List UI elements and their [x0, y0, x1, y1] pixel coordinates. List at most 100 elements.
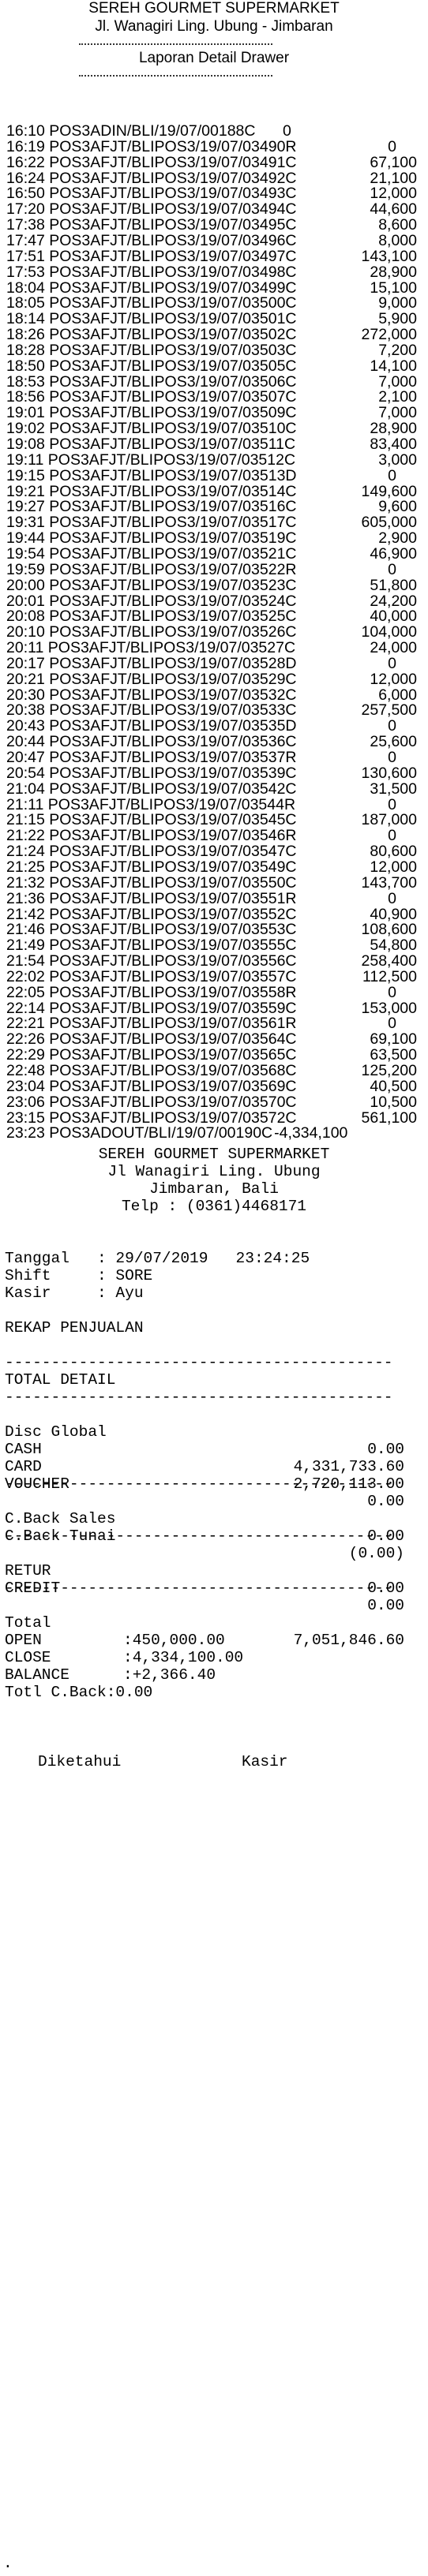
transaction-ref: 18:28 POS3AFJT/BLIPOS3/19/07/03503C — [6, 342, 297, 359]
transaction-code: POS3AFJT/BLIPOS3/19/07/03568C — [49, 1062, 297, 1079]
transaction-time: 19:01 — [6, 404, 45, 422]
date-line: Tanggal : 29/07/2019 23:24:25 — [5, 1250, 310, 1267]
separator: ----------------------------------------… — [5, 1389, 395, 1406]
transaction-row: 21:54 POS3AFJT/BLIPOS3/19/07/03556C 258,4… — [6, 952, 417, 970]
separator: ----------------------------------------… — [5, 1475, 395, 1493]
transaction-time: 19:27 — [6, 498, 45, 516]
transaction-time: 20:38 — [6, 701, 45, 720]
transaction-amount: 0 — [388, 889, 396, 907]
transaction-row: 22:26 POS3AFJT/BLIPOS3/19/07/03564C 69,10… — [6, 1030, 417, 1048]
transaction-ref: 18:05 POS3AFJT/BLIPOS3/19/07/03500C — [6, 294, 297, 312]
detail-row-disc-global: Disc Global 0.00 — [5, 1406, 404, 1458]
transaction-amount: 54,800 — [370, 937, 417, 955]
transaction-row: 19:54 POS3AFJT/BLIPOS3/19/07/03521C 46,90… — [6, 545, 417, 563]
transaction-ref: 20:43 POS3AFJT/BLIPOS3/19/07/03535D — [6, 717, 297, 735]
transaction-row: 20:17 POS3AFJT/BLIPOS3/19/07/03528D 0 — [6, 655, 417, 672]
separator: ----------------------------------------… — [5, 1354, 395, 1371]
transaction-ref: 19:59 POS3AFJT/BLIPOS3/19/07/03522R — [6, 561, 297, 578]
transaction-time: 21:15 — [6, 811, 45, 829]
transaction-time: 21:22 — [6, 827, 45, 845]
transaction-code: POS3AFJT/BLIPOS3/19/07/03533C — [49, 701, 297, 720]
separator: ----------------------------------------… — [5, 1527, 395, 1545]
transaction-amount: 125,200 — [361, 1062, 418, 1079]
transaction-time: 22:29 — [6, 1046, 45, 1064]
transaction-row: 16:22 POS3AFJT/BLIPOS3/19/07/03491C 67,10… — [6, 154, 417, 171]
transaction-ref: 23:04 POS3AFJT/BLIPOS3/19/07/03569C — [6, 1078, 297, 1095]
transaction-row: 19:59 POS3AFJT/BLIPOS3/19/07/03522R 0 — [6, 561, 417, 578]
transaction-row: 21:36 POS3AFJT/BLIPOS3/19/07/03551R 0 — [6, 890, 417, 907]
transaction-ref: 23:06 POS3AFJT/BLIPOS3/19/07/03570C — [6, 1094, 297, 1111]
transaction-row: 19:21 POS3AFJT/BLIPOS3/19/07/03514C 149,6… — [6, 483, 417, 500]
shift-line: Shift : SORE — [5, 1267, 153, 1284]
transaction-code: POS3AFJT/BLIPOS3/19/07/03556C — [49, 952, 297, 970]
transaction-code: POS3AFJT/BLIPOS3/19/07/03500C — [49, 294, 297, 312]
transaction-amount: 69,100 — [370, 1030, 417, 1049]
transaction-ref: 20:21 POS3AFJT/BLIPOS3/19/07/03529C — [6, 671, 297, 688]
report-title: Laporan Detail Drawer — [138, 50, 290, 66]
transaction-ref: 23:15 POS3AFJT/BLIPOS3/19/07/03572C — [6, 1109, 297, 1127]
transaction-code: POS3AFJT/BLIPOS3/19/07/03565C — [49, 1046, 297, 1064]
transaction-amount: 561,100 — [361, 1109, 418, 1127]
detail-label: CASH — [5, 1441, 42, 1458]
transaction-time: 20:17 — [6, 654, 45, 672]
transaction-ref: 20:01 POS3AFJT/BLIPOS3/19/07/03524C — [6, 593, 297, 610]
open-value: :450,000.00 — [123, 1632, 225, 1649]
retur-value: 0.00 — [367, 1580, 404, 1597]
transaction-code: POS3AFJT/BLIPOS3/19/07/03561R — [49, 1015, 297, 1033]
transaction-code: POS3AFJT/BLIPOS3/19/07/03490R — [49, 137, 297, 155]
transaction-time: 19:11 — [6, 451, 44, 469]
header-divider-top — [79, 43, 272, 45]
cback-label: C.Back Sales — [5, 1510, 116, 1527]
transaction-time: 23:23 — [6, 1124, 45, 1142]
transaction-row: 20:01 POS3AFJT/BLIPOS3/19/07/03524C 24,20… — [6, 593, 417, 610]
cback-label: C.Back Tunai — [5, 1527, 116, 1545]
transaction-ref: 21:11 POS3AFJT/BLIPOS3/19/07/03544R — [6, 796, 295, 813]
transaction-ref: 17:53 POS3AFJT/BLIPOS3/19/07/03498C — [6, 264, 297, 281]
transaction-time: 16:19 — [6, 137, 45, 155]
transaction-time: 22:14 — [6, 999, 45, 1017]
transaction-ref: 21:22 POS3AFJT/BLIPOS3/19/07/03546R — [6, 827, 297, 844]
transaction-code: POS3AFJT/BLIPOS3/19/07/03521C — [49, 544, 297, 563]
transaction-time: 22:02 — [6, 967, 45, 985]
transaction-row: 21:24 POS3AFJT/BLIPOS3/19/07/03547C 80,60… — [6, 843, 417, 860]
transaction-row: 21:42 POS3AFJT/BLIPOS3/19/07/03552C 40,90… — [6, 906, 417, 923]
transaction-code: POS3ADIN/BLI/19/07/00188C — [49, 122, 256, 140]
transaction-amount: 149,600 — [361, 482, 418, 500]
transaction-amount: 2,100 — [378, 388, 417, 406]
credit-label: CREDIT — [5, 1580, 61, 1597]
transaction-amount: 44,600 — [370, 200, 417, 219]
transaction-ref: 18:56 POS3AFJT/BLIPOS3/19/07/03507C — [6, 388, 297, 406]
transaction-row: 21:22 POS3AFJT/BLIPOS3/19/07/03546R 0 — [6, 827, 417, 844]
transaction-code: POS3AFJT/BLIPOS3/19/07/03552C — [49, 905, 297, 923]
transaction-code: POS3AFJT/BLIPOS3/19/07/03505C — [49, 357, 297, 375]
transaction-time: 17:38 — [6, 216, 45, 234]
transaction-time: 19:02 — [6, 420, 45, 438]
transaction-time: 23:15 — [6, 1109, 45, 1127]
store-name: SEREH GOURMET SUPERMARKET — [88, 0, 340, 17]
transaction-code: POS3AFJT/BLIPOS3/19/07/03492C — [49, 169, 297, 187]
transaction-row: 20:38 POS3AFJT/BLIPOS3/19/07/03533C 257,5… — [6, 701, 417, 719]
cback-value: 0.00 — [367, 1527, 404, 1545]
transaction-row: 18:53 POS3AFJT/BLIPOS3/19/07/03506C 7,000 — [6, 373, 417, 391]
transaction-code: POS3AFJT/BLIPOS3/19/07/03555C — [49, 937, 297, 955]
transaction-row: 21:46 POS3AFJT/BLIPOS3/19/07/03553C 108,6… — [6, 921, 417, 938]
signature-diketahui: Diketahui — [38, 1753, 122, 1770]
transaction-ref: 23:23 POS3ADOUT/BLI/19/07/00190C -4,334,1… — [6, 1124, 347, 1142]
transaction-code: POS3AFJT/BLIPOS3/19/07/03509C — [49, 404, 297, 422]
transaction-code: POS3AFJT/BLIPOS3/19/07/03527C — [47, 639, 296, 657]
header-divider-bottom — [79, 75, 272, 77]
open-row: OPEN:450,000.00 — [5, 1632, 225, 1649]
transaction-time: 21:54 — [6, 952, 45, 970]
transaction-code: POS3AFJT/BLIPOS3/19/07/03545C — [49, 811, 297, 829]
transaction-amount: 67,100 — [370, 153, 417, 171]
transaction-row: 16:50 POS3AFJT/BLIPOS3/19/07/03493C 12,00… — [6, 185, 417, 202]
receipt-address-line1: Jl Wanagiri Ling. Ubung — [107, 1163, 321, 1180]
transaction-row: 22:21 POS3AFJT/BLIPOS3/19/07/03561R 0 — [6, 1015, 417, 1032]
transaction-row: 20:43 POS3AFJT/BLIPOS3/19/07/03535D 0 — [6, 717, 417, 735]
transaction-time: 20:44 — [6, 733, 45, 751]
transaction-row: 23:15 POS3AFJT/BLIPOS3/19/07/03572C 561,1… — [6, 1109, 417, 1127]
transaction-time: 22:05 — [6, 983, 45, 1001]
transaction-row: 18:56 POS3AFJT/BLIPOS3/19/07/03507C 2,100 — [6, 388, 417, 406]
transaction-code: POS3AFJT/BLIPOS3/19/07/03512C — [47, 451, 296, 469]
detail-label: VOUCHER — [5, 1475, 69, 1493]
